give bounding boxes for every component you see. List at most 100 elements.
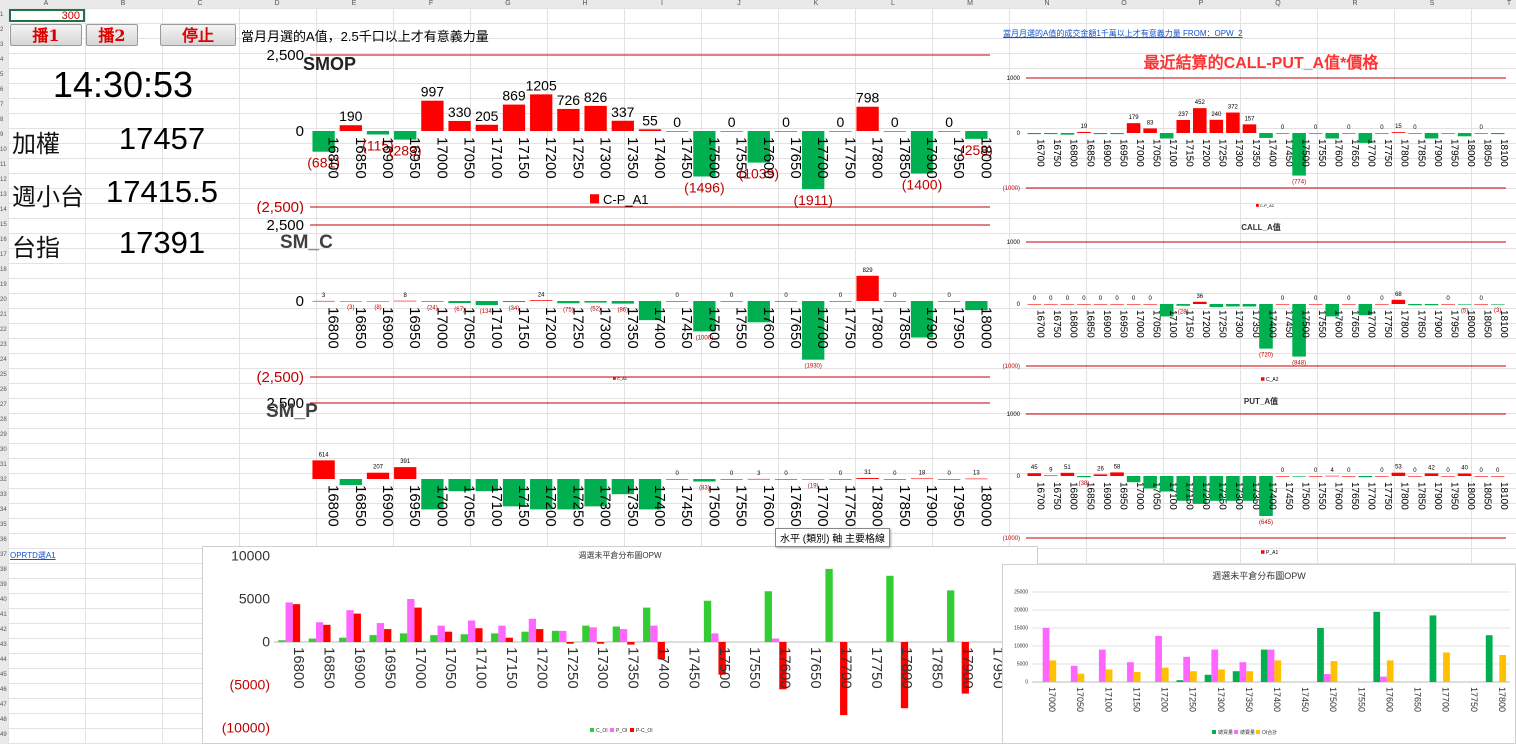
category-label: 17950 [1448, 482, 1459, 510]
column-header-R[interactable]: R [1352, 0, 1358, 7]
column-header-O[interactable]: O [1121, 0, 1127, 7]
row-header-48[interactable]: 48 [0, 717, 7, 723]
recent-put-chart[interactable]: 1000 0 (1000) PUT_A值 45 16700 9 16750 51 16800 (38… [1002, 392, 1516, 560]
column-header-M[interactable]: M [967, 0, 973, 7]
row-header-13[interactable]: 13 [0, 192, 7, 198]
oi-distribution-chart[interactable]: 10000 5000 0 (5000) (10000) 週選未平倉分布圖OPW 16800 1… [202, 546, 1038, 744]
row-header-21[interactable]: 21 [0, 312, 7, 318]
play1-button[interactable]: 播1 [10, 24, 82, 46]
smop-chart[interactable]: 2,500 0 (2,500) SMOP (681)16800 190 16850(115)… [238, 44, 1000, 214]
right-note-link[interactable]: 當月月選的A值的成交金額1千萬以上才有意義力量 FROM：OPW_2 [1003, 29, 1243, 38]
column-header-S[interactable]: S [1429, 0, 1435, 7]
row-header-38[interactable]: 38 [0, 567, 7, 573]
cell-a1[interactable]: 300 [9, 9, 85, 22]
column-header-G[interactable]: G [505, 0, 511, 7]
row-header-45[interactable]: 45 [0, 672, 7, 678]
stop-button[interactable]: 停止 [160, 24, 236, 46]
oi-distribution-chart-2[interactable]: 25000 20000 15000 10000 5000 0 週選未平倉分布圖OPW 1700… [1002, 564, 1516, 744]
column-header-Q[interactable]: Q [1275, 0, 1281, 7]
row-header-12[interactable]: 12 [0, 177, 7, 183]
column-header-P[interactable]: P [1198, 0, 1204, 7]
row-header-36[interactable]: 36 [0, 537, 7, 543]
row-header-3[interactable]: 3 [0, 42, 4, 48]
data-label: 0 [1380, 125, 1384, 131]
row-header-5[interactable]: 5 [0, 72, 4, 78]
category-label: 17750 [1469, 687, 1479, 712]
row-header-27[interactable]: 27 [0, 402, 7, 408]
column-header-C[interactable]: C [197, 0, 203, 7]
category-label: 18000 [1465, 139, 1476, 167]
bar [323, 624, 331, 642]
row-header-8[interactable]: 8 [0, 117, 4, 123]
row-header-31[interactable]: 31 [0, 462, 7, 468]
row-header-39[interactable]: 39 [0, 582, 7, 588]
row-header-11[interactable]: 11 [0, 162, 7, 168]
column-header-L[interactable]: L [891, 0, 895, 7]
row-header-26[interactable]: 26 [0, 387, 7, 393]
column-header-T[interactable]: T [1506, 0, 1512, 7]
row-header-22[interactable]: 22 [0, 327, 7, 333]
row-header-2[interactable]: 2 [0, 27, 4, 33]
row-header-42[interactable]: 42 [0, 627, 7, 633]
row-header-49[interactable]: 49 [0, 732, 7, 738]
category-label: 17100 [488, 307, 505, 349]
bar [502, 301, 526, 303]
row-header-41[interactable]: 41 [0, 612, 7, 618]
row-header-7[interactable]: 7 [0, 102, 4, 108]
bar [720, 301, 743, 302]
bar [910, 131, 934, 174]
column-header-E[interactable]: E [351, 0, 357, 7]
category-label: 17350 [1250, 139, 1261, 167]
row-header-20[interactable]: 20 [0, 297, 7, 303]
recent-call-chart[interactable]: 1000 0 (1000) CALL_A值 0 16700 0 16750 0 16800 0 168… [1002, 218, 1516, 388]
column-header-A[interactable]: A [43, 0, 49, 7]
row-header-6[interactable]: 6 [0, 87, 4, 93]
column-header-I[interactable]: I [661, 0, 663, 7]
category-label: 17200 [542, 485, 559, 527]
column-header-D[interactable]: D [274, 0, 280, 7]
row-header-35[interactable]: 35 [0, 522, 7, 528]
column-header-F[interactable]: F [428, 0, 434, 7]
oprtd-link[interactable]: OPRTD選A1 [10, 551, 56, 560]
category-label: 17450 [1283, 482, 1294, 510]
row-header-16[interactable]: 16 [0, 237, 7, 243]
row-header-23[interactable]: 23 [0, 342, 7, 348]
row-header-24[interactable]: 24 [0, 357, 7, 363]
column-header-J[interactable]: J [737, 0, 741, 7]
row-header-30[interactable]: 30 [0, 447, 7, 453]
sm-p-chart[interactable]: 2,500 0 SM_P 614 16800 16850 207 16900 391 16950 1… [238, 392, 1000, 544]
row-header-46[interactable]: 46 [0, 687, 7, 693]
row-header-37[interactable]: 37 [0, 552, 7, 558]
row-header-19[interactable]: 19 [0, 282, 7, 288]
bar [285, 602, 293, 642]
column-header-H[interactable]: H [582, 0, 588, 7]
row-header-29[interactable]: 29 [0, 432, 7, 438]
row-header-18[interactable]: 18 [0, 267, 7, 273]
column-header-K[interactable]: K [813, 0, 819, 7]
sm-c-chart[interactable]: 2,500 0 (2,500) SM_C 3 16800 (3)16850 (8)16900 8… [238, 214, 1000, 388]
row-header-40[interactable]: 40 [0, 597, 7, 603]
recent-call-put-chart[interactable]: 1000 0 (1000) 最近結算的CALL-PUT_A值*價格 16700 16750… [1002, 44, 1516, 214]
row-header-32[interactable]: 32 [0, 477, 7, 483]
play2-button[interactable]: 播2 [86, 24, 138, 46]
row-header-28[interactable]: 28 [0, 417, 7, 423]
row-header-25[interactable]: 25 [0, 372, 7, 378]
row-header-4[interactable]: 4 [0, 57, 4, 63]
bar [650, 625, 658, 642]
row-header-43[interactable]: 43 [0, 642, 7, 648]
category-label: 17400 [651, 307, 668, 349]
row-header-15[interactable]: 15 [0, 222, 7, 228]
row-header-17[interactable]: 17 [0, 252, 7, 258]
column-header-N[interactable]: N [1044, 0, 1050, 7]
row-header-9[interactable]: 9 [0, 132, 4, 138]
row-header-10[interactable]: 10 [0, 147, 7, 153]
row-header-14[interactable]: 14 [0, 207, 7, 213]
category-label: 17500 [705, 485, 722, 527]
row-header-33[interactable]: 33 [0, 492, 7, 498]
row-header-44[interactable]: 44 [0, 657, 7, 663]
column-header-B[interactable]: B [120, 0, 126, 7]
row-header-1[interactable]: 1 [0, 12, 4, 18]
data-label: 869 [502, 88, 526, 104]
row-header-34[interactable]: 34 [0, 507, 7, 513]
row-header-47[interactable]: 47 [0, 702, 7, 708]
